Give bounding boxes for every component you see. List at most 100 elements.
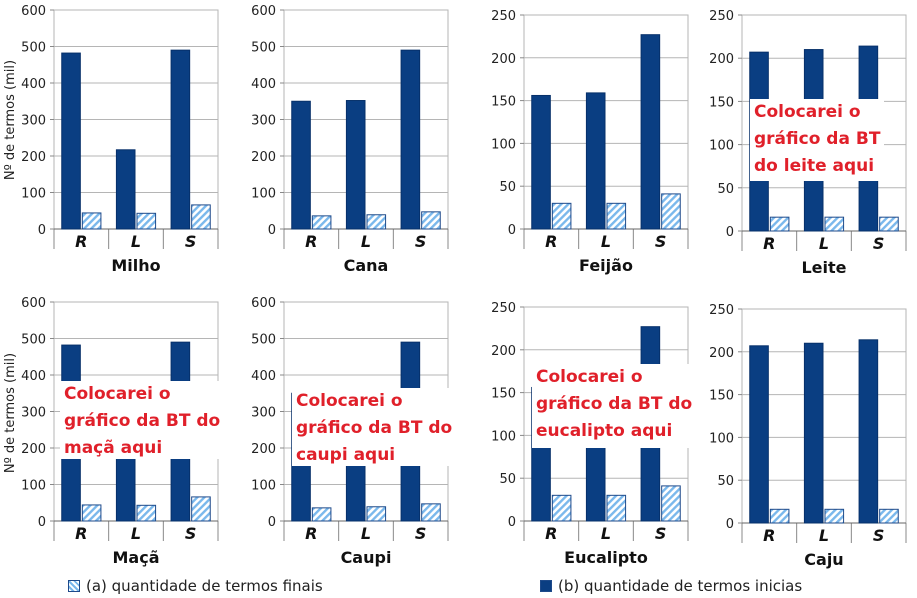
bar-final-R — [551, 202, 572, 230]
y-tick-label: 0 — [508, 223, 516, 238]
y-tick-label: 0 — [38, 515, 46, 530]
y-tick-label: 300 — [21, 114, 46, 129]
bar-initial-R — [61, 52, 81, 230]
legend-label-final: (a) quantidade de termos finais — [86, 577, 323, 595]
y-tick-label: 250 — [709, 303, 734, 318]
x-tick-label: S — [873, 234, 885, 253]
y-tick-label: 0 — [268, 515, 276, 530]
x-tick-label: L — [601, 232, 611, 251]
y-tick-label: 250 — [491, 9, 516, 24]
y-tick-label: 500 — [251, 41, 276, 56]
overlay-line: eucalipto aqui — [536, 421, 673, 441]
y-tick-label: 400 — [251, 77, 276, 92]
legend-swatch-final — [68, 580, 80, 592]
x-tick-label: S — [415, 524, 427, 543]
bar-final-R — [311, 507, 332, 522]
y-tick-label: 600 — [21, 4, 46, 19]
x-tick-label: R — [305, 232, 317, 251]
y-tick-label: 200 — [21, 150, 46, 165]
bar-initial-S — [858, 339, 879, 524]
y-tick-label: 200 — [251, 150, 276, 165]
x-tick-label: L — [819, 234, 829, 253]
y-tick-label: 100 — [709, 139, 734, 154]
bar-final-R — [769, 508, 790, 524]
overlay-line: maçã aqui — [64, 438, 163, 458]
x-tick-label: R — [75, 232, 87, 251]
x-tick-label: L — [131, 232, 141, 251]
bar-initial-R — [749, 345, 769, 524]
y-tick-label: 200 — [21, 442, 46, 457]
chart-panel: 0 100 200 300 400 500 600 R L S Milho — [21, 4, 219, 275]
bar-final-R — [769, 216, 790, 232]
x-tick-label: R — [763, 526, 775, 545]
chart-title: Leite — [801, 258, 846, 277]
y-tick-label: 300 — [251, 406, 276, 421]
y-tick-label: 300 — [21, 406, 46, 421]
chart-title: Eucalipto — [564, 548, 648, 567]
y-tick-label: 200 — [491, 344, 516, 359]
bar-initial-R — [531, 94, 551, 230]
y-tick-label: 50 — [499, 472, 516, 487]
x-tick-label: S — [873, 526, 885, 545]
bar-final-S — [191, 496, 211, 522]
x-tick-label: L — [131, 524, 141, 543]
chart-title: Caupi — [341, 548, 392, 567]
bar-final-L — [366, 214, 387, 230]
y-tick-label: 0 — [268, 223, 276, 238]
y-tick-label: 200 — [709, 52, 734, 67]
y-tick-label: 200 — [491, 52, 516, 67]
y-tick-label: 50 — [499, 180, 516, 195]
legend-item-final: (a) quantidade de termos finais — [68, 577, 323, 595]
bar-final-S — [661, 193, 681, 230]
bar-final-S — [879, 508, 899, 524]
y-tick-label: 100 — [251, 187, 276, 202]
overlay-note-caupi: Colocarei o gráfico da BT do caupi aqui — [292, 388, 457, 466]
bar-final-L — [136, 212, 157, 230]
legend-label-initial: (b) quantidade de termos inicias — [558, 577, 803, 595]
x-tick-label: L — [361, 232, 371, 251]
y-tick-label: 400 — [251, 369, 276, 384]
chart-title: Cana — [344, 256, 389, 275]
x-tick-label: S — [185, 524, 197, 543]
y-tick-label: 200 — [709, 346, 734, 361]
y-tick-label: 100 — [709, 431, 734, 446]
y-tick-label: 250 — [709, 9, 734, 24]
bar-final-R — [551, 494, 572, 522]
overlay-line: gráfico da BT do — [64, 411, 221, 431]
chart-title: Milho — [111, 256, 160, 275]
bar-initial-S — [640, 34, 661, 230]
x-tick-label: R — [305, 524, 317, 543]
y-tick-label: 50 — [717, 182, 734, 197]
chart-panel: 0 50 100 150 200 250 R L S Caju — [709, 303, 907, 569]
bar-initial-S — [170, 49, 191, 230]
y-tick-label: 150 — [709, 95, 734, 110]
y-tick-label: 100 — [251, 479, 276, 494]
bar-final-R — [311, 215, 332, 230]
y-tick-label: 600 — [21, 296, 46, 311]
bar-final-L — [606, 202, 627, 230]
legend-item-initial: (b) quantidade de termos inicias — [540, 577, 802, 595]
x-tick-label: S — [185, 232, 197, 251]
y-tick-label: 150 — [709, 389, 734, 404]
chart-panel: 0 50 100 150 200 250 R L S Feijão — [491, 9, 689, 275]
overlay-line: Colocarei o — [296, 391, 403, 411]
overlay-line: gráfico da BT do — [296, 418, 453, 438]
y-tick-label: 250 — [491, 301, 516, 316]
chart-panel: 0 100 200 300 400 500 600 R L S Cana — [251, 4, 449, 275]
y-tick-label: 500 — [21, 333, 46, 348]
bar-final-S — [421, 503, 441, 522]
bar-final-R — [81, 212, 102, 230]
overlay-note-eucalipto: Colocarei o gráfico da BT do eucalipto a… — [532, 364, 697, 448]
bar-final-S — [421, 211, 441, 230]
y-tick-label: 400 — [21, 77, 46, 92]
bar-initial-L — [803, 342, 824, 524]
y-tick-label: 600 — [251, 296, 276, 311]
y-axis-label-bottom: Nº de termos (mil) — [3, 353, 18, 473]
x-tick-label: L — [361, 524, 371, 543]
y-tick-label: 0 — [38, 223, 46, 238]
x-tick-label: R — [545, 524, 557, 543]
overlay-line: gráfico da BT do — [536, 394, 693, 414]
y-tick-label: 0 — [726, 225, 734, 240]
y-tick-label: 100 — [21, 187, 46, 202]
